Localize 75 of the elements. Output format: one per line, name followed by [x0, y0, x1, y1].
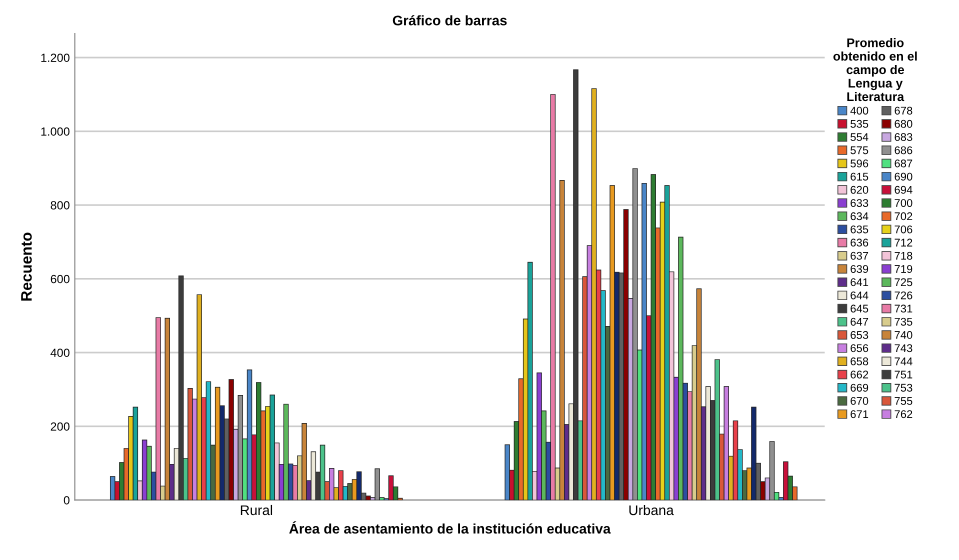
bar	[696, 288, 702, 500]
chart-title: Gráfico de barras	[392, 15, 507, 26]
legend-label: 653	[850, 331, 868, 339]
legend-label: 706	[894, 225, 912, 234]
y-tick-label: 600	[50, 274, 70, 284]
y-tick-label: 1.200	[41, 54, 70, 62]
legend-label: 744	[894, 358, 912, 366]
legend-label: 712	[894, 238, 912, 246]
y-tick-label: 200	[50, 422, 70, 431]
legend-label: 718	[894, 252, 912, 260]
legend-label: 726	[894, 291, 912, 300]
legend-label: 620	[850, 186, 868, 194]
bar	[504, 444, 510, 500]
bar	[388, 475, 394, 500]
legend-label: 662	[850, 370, 868, 378]
legend-label: 755	[894, 397, 912, 405]
legend-label: 658	[850, 357, 868, 366]
legend-label: 678	[894, 106, 912, 115]
bar	[356, 471, 362, 500]
legend-label: 735	[894, 318, 912, 326]
legend-label: 753	[894, 384, 912, 392]
legend-label: 633	[850, 199, 868, 207]
bar	[769, 441, 775, 500]
legend-label: 644	[850, 291, 868, 300]
legend-label: 554	[850, 133, 868, 141]
legend-title: Promedio obtenido en el campo de Lengua y Literatura	[833, 38, 917, 102]
legend-label: 740	[894, 331, 912, 339]
bar	[246, 370, 252, 500]
legend-label: 575	[850, 146, 868, 154]
legend-label: 751	[894, 370, 912, 378]
legend-label: 725	[894, 278, 912, 286]
legend-label: 634	[850, 212, 868, 220]
legend-label: 719	[894, 265, 912, 273]
legend-label: 700	[894, 199, 912, 207]
legend-label: 743	[894, 344, 912, 352]
legend-label: 656	[850, 344, 868, 352]
legend-label: 400	[850, 106, 868, 115]
legend-label: 690	[894, 172, 912, 181]
legend-label: 762	[894, 410, 912, 418]
bar	[550, 94, 556, 500]
legend-label: 683	[894, 133, 912, 141]
bar	[559, 180, 565, 500]
legend-label: 636	[850, 238, 868, 247]
legend-label: 731	[894, 304, 912, 313]
bar	[591, 88, 597, 500]
legend-label: 637	[850, 252, 868, 260]
x-tick-label: Rural	[240, 504, 272, 516]
y-tick-label: 400	[50, 348, 70, 357]
legend-label: 686	[894, 146, 912, 154]
bar	[632, 168, 638, 500]
legend-label: 702	[894, 212, 912, 220]
legend-label: 641	[850, 278, 868, 286]
legend-label: 645	[850, 304, 868, 313]
legend-label: 680	[894, 120, 912, 128]
y-axis-title: Recuento	[21, 232, 32, 301]
legend-label: 671	[850, 410, 868, 418]
legend-label: 639	[850, 265, 868, 273]
legend-label: 535	[850, 120, 868, 128]
legend-label: 687	[894, 160, 912, 168]
legend-label: 647	[850, 318, 868, 326]
y-tick-label: 800	[50, 201, 70, 210]
bar	[283, 404, 289, 500]
x-axis-title: Área de asentamiento de la institución educativa	[289, 521, 611, 534]
bar	[320, 444, 326, 500]
legend-label: 670	[850, 397, 868, 405]
legend-label: 615	[850, 172, 868, 181]
bar	[206, 381, 212, 500]
bar	[178, 276, 184, 500]
legend-label: 694	[894, 186, 912, 194]
y-tick-label: 0	[64, 496, 70, 504]
x-tick-label: Urbana	[629, 504, 674, 516]
legend-label: 596	[850, 160, 868, 168]
legend-label: 669	[850, 384, 868, 392]
legend-label: 635	[850, 225, 868, 234]
y-tick-label: 1.000	[41, 127, 70, 136]
